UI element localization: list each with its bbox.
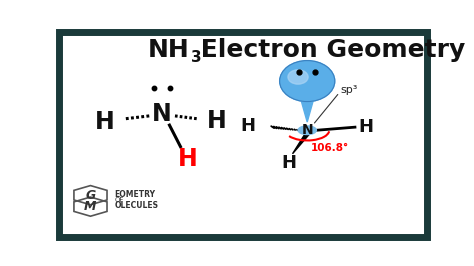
Text: N: N [152,102,172,126]
Polygon shape [292,133,310,154]
Text: sp³: sp³ [340,85,358,95]
Text: OLECULES: OLECULES [114,201,158,210]
Text: 106.8°: 106.8° [311,143,349,153]
Polygon shape [299,93,315,122]
Text: H: H [282,154,296,172]
Text: H: H [358,118,374,136]
Ellipse shape [280,61,335,102]
Text: N: N [301,123,313,137]
Text: 3: 3 [191,50,201,65]
Ellipse shape [298,126,317,135]
Text: EOMETRY: EOMETRY [114,190,155,199]
Text: H: H [95,110,115,134]
Text: H: H [207,109,227,133]
Text: H: H [241,117,256,135]
Text: OF: OF [114,197,124,203]
Text: G: G [85,189,96,202]
Text: NH: NH [148,38,190,62]
Ellipse shape [288,70,308,84]
Text: Electron Geometry: Electron Geometry [192,38,465,62]
Text: M: M [84,200,97,213]
Text: H: H [178,147,198,171]
